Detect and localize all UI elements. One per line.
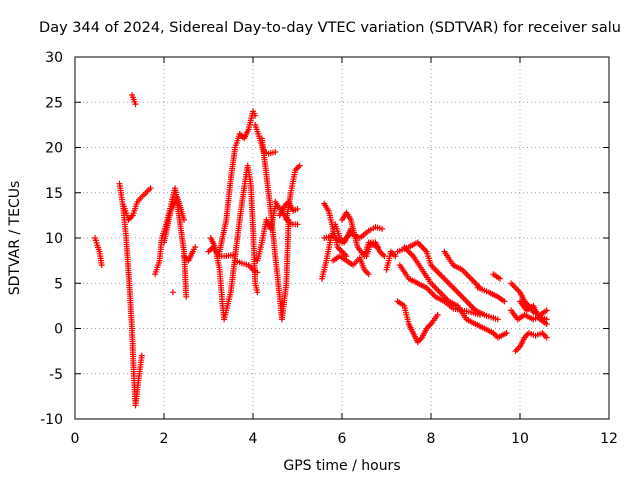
chart-title: Day 344 of 2024, Sidereal Day-to-day VTE…: [39, 20, 621, 36]
y-tick-label: 15: [45, 186, 63, 202]
data-point: [252, 112, 259, 119]
y-tick-label: 20: [45, 141, 63, 157]
x-tick-label: 0: [71, 431, 80, 447]
data-point: [138, 352, 145, 359]
data-point: [543, 321, 550, 327]
data-point: [169, 289, 176, 296]
data-point: [494, 316, 501, 323]
plot-frame: [74, 56, 610, 420]
data-point: [147, 185, 154, 192]
x-tick-label: 2: [160, 431, 169, 447]
data-point: [501, 298, 508, 305]
data-point: [543, 307, 550, 314]
x-axis-label: GPS time / hours: [283, 458, 400, 474]
y-tick-label: 0: [54, 322, 63, 338]
x-tick-label: 6: [338, 431, 347, 447]
data-point: [272, 149, 279, 155]
x-tick-label: 10: [511, 431, 529, 447]
y-tick-label: 5: [54, 276, 63, 292]
data-point: [296, 162, 303, 169]
y-tick-label: -10: [40, 412, 63, 428]
data-point: [98, 262, 105, 269]
x-tick-labels: 0 2 4 6 8 10 12: [71, 431, 618, 447]
data-point: [294, 206, 301, 212]
x-tick-label: 4: [249, 431, 258, 447]
data-point: [181, 216, 187, 223]
data-point: [365, 271, 372, 278]
y-tick-label: 25: [45, 95, 63, 111]
data-point: [254, 289, 261, 296]
data-point: [392, 253, 399, 260]
y-tick-labels: -10 -5 0 5 10 15 20 25 30: [40, 50, 63, 428]
x-tick-label: 12: [600, 431, 618, 447]
data-points: [92, 92, 550, 409]
data-point: [192, 244, 199, 251]
y-tick-label: 10: [45, 231, 63, 247]
data-point: [381, 253, 388, 260]
y-axis-label: SDTVAR / TECUs: [7, 181, 23, 296]
data-point: [294, 221, 301, 228]
y-tick-label: -5: [49, 367, 63, 383]
x-tick-label: 8: [427, 431, 436, 447]
data-point: [183, 293, 190, 300]
data-point: [132, 101, 139, 108]
data-point: [497, 275, 503, 282]
data-point: [379, 225, 386, 232]
data-point: [476, 311, 483, 318]
data-point: [503, 330, 510, 336]
y-tick-label: 30: [45, 50, 63, 66]
data-point: [543, 334, 550, 341]
data-point: [434, 311, 441, 318]
